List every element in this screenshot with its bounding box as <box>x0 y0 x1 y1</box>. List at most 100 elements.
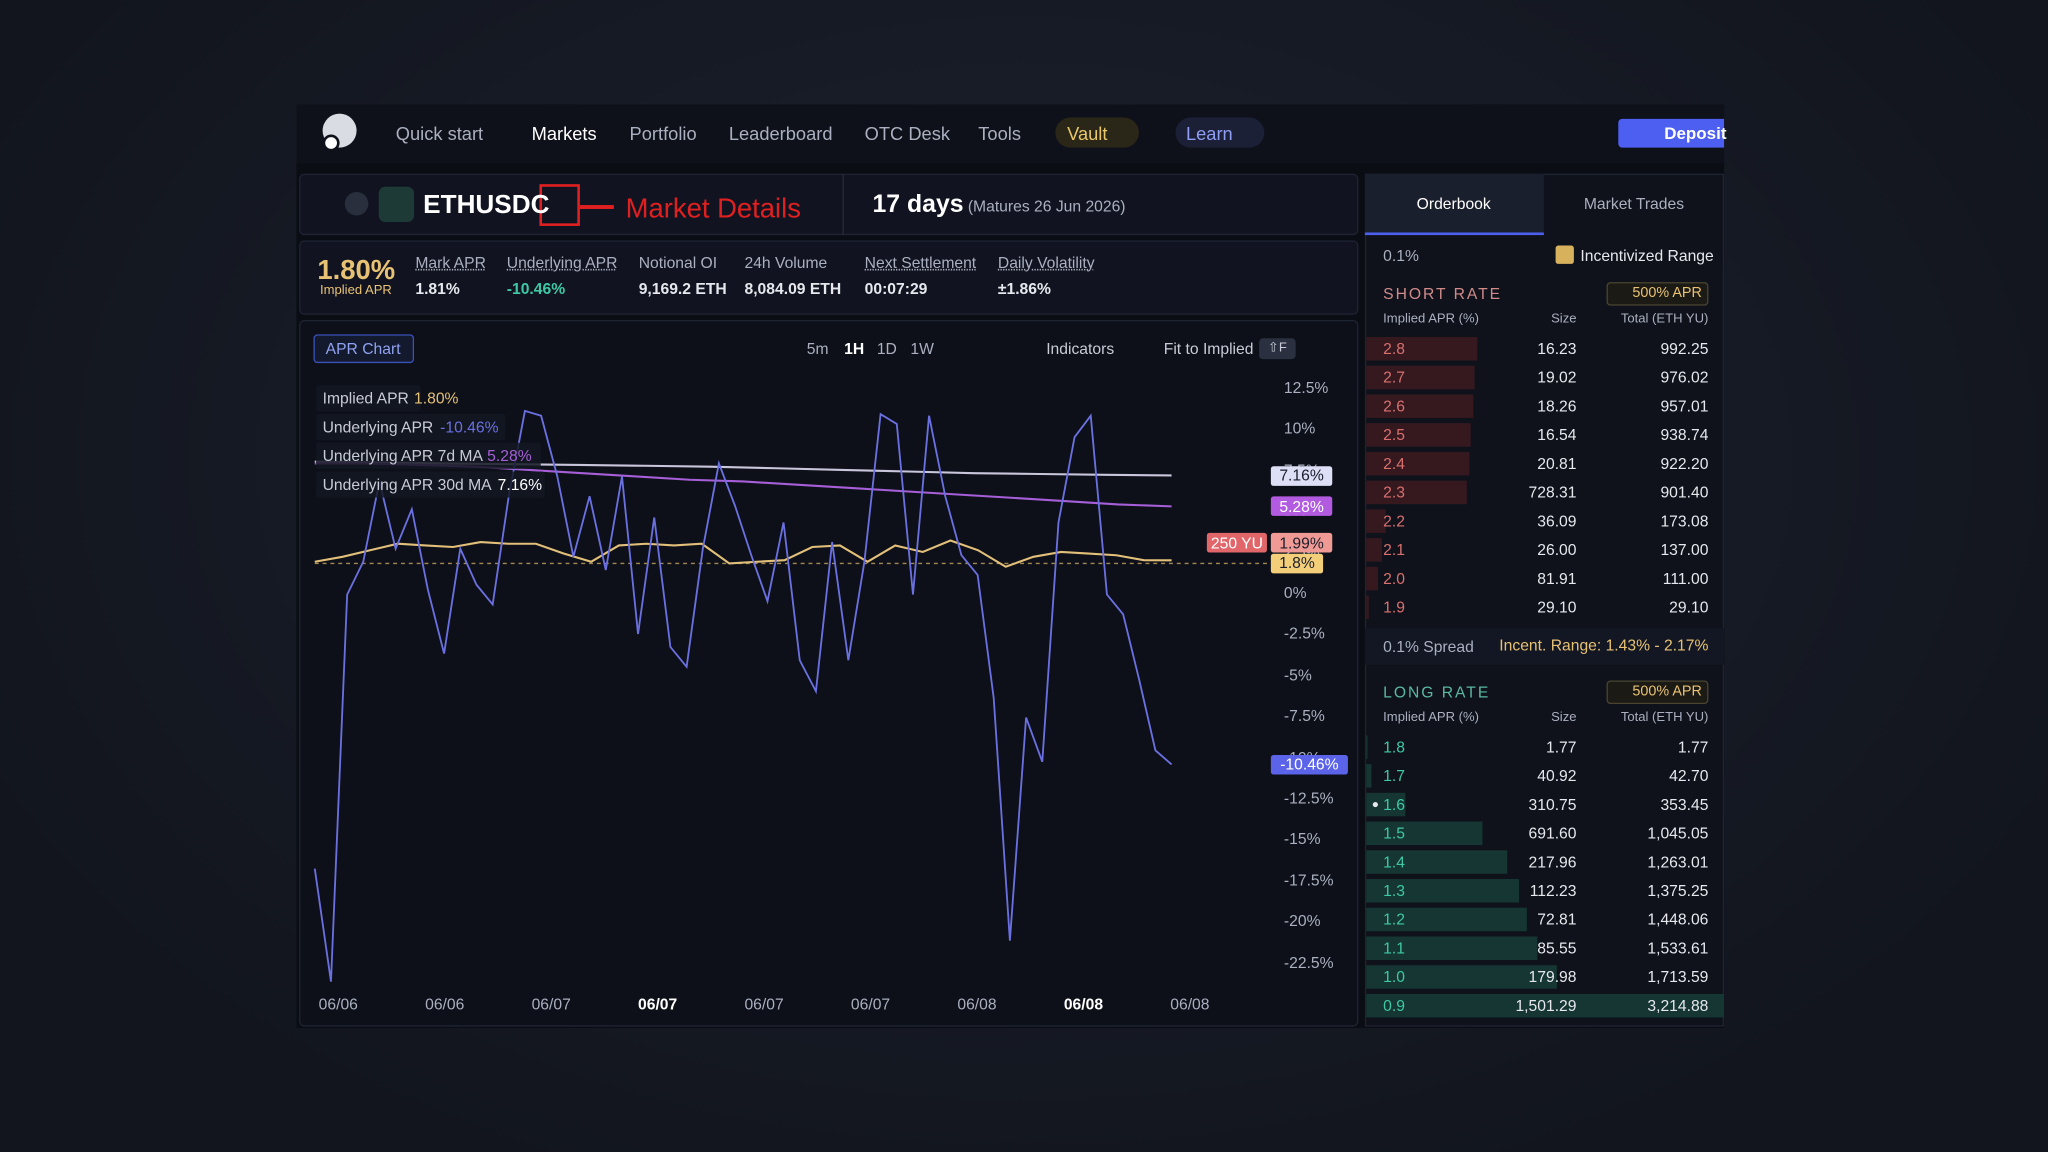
depth-bar <box>1366 394 1473 418</box>
rate: 2.2 <box>1383 511 1405 531</box>
depth-bar <box>1366 993 1725 1018</box>
tab[interactable]: Orderbook <box>1416 194 1491 213</box>
rate: 1.1 <box>1383 939 1405 958</box>
nav-item[interactable]: Quick start <box>395 122 484 144</box>
implied-apr: 1.80% <box>317 255 396 286</box>
total: 922.20 <box>1660 454 1709 473</box>
depth-bar <box>1366 480 1467 505</box>
side-title: LONG RATE <box>1383 683 1491 702</box>
tick-size[interactable]: 0.1% <box>1383 246 1419 266</box>
depth-bar <box>1366 850 1507 874</box>
column-header: Total (ETH YU) <box>1620 710 1709 725</box>
series-line <box>314 539 1172 568</box>
divider <box>842 173 844 236</box>
x-tick-label: 06/06 <box>425 995 465 1014</box>
indicators-button[interactable]: Indicators <box>1046 339 1115 358</box>
depth-bar <box>1366 538 1382 562</box>
y-tick-label: 10% <box>1283 419 1316 439</box>
y-tick-label: -17.5% <box>1283 870 1334 890</box>
column-header: Implied APR (%) <box>1383 710 1479 725</box>
legend-row <box>316 414 506 441</box>
vault-pill[interactable] <box>1055 117 1139 148</box>
spread-divider <box>1364 628 1725 665</box>
size: 1,501.29 <box>1515 996 1577 1015</box>
size: 72.81 <box>1537 910 1577 929</box>
interval-button[interactable]: 1D <box>876 339 897 358</box>
size: 16.54 <box>1537 425 1577 445</box>
size: 1.77 <box>1545 737 1577 757</box>
size: 310.75 <box>1528 795 1577 814</box>
apr-chart-button[interactable] <box>313 334 415 364</box>
interval-button[interactable]: 1W <box>910 339 934 358</box>
depth-bar <box>1366 907 1528 932</box>
stat-value: 00:07:29 <box>864 279 928 298</box>
nav-item[interactable]: Markets <box>531 122 597 144</box>
total: 29.10 <box>1669 598 1709 617</box>
market-panel <box>299 173 1359 236</box>
legend-value: 5.28% <box>487 446 532 465</box>
size: 40.92 <box>1537 766 1577 785</box>
nav-item[interactable]: Learn <box>1185 122 1233 144</box>
price-badge-text: 5.28% <box>1279 497 1324 516</box>
rate: 1.0 <box>1383 967 1405 987</box>
size: 728.31 <box>1528 483 1577 502</box>
size: 26.00 <box>1537 540 1577 560</box>
deposit-button[interactable] <box>1618 118 1725 148</box>
stat-value: 8,084.09 ETH <box>744 279 842 298</box>
incentivized-toggle[interactable]: Incentivized Range <box>1580 246 1714 266</box>
legend-name: Underlying APR 30d MA <box>322 475 492 494</box>
x-tick-label: 06/08 <box>1170 995 1210 1014</box>
rate: 1.8 <box>1383 737 1405 757</box>
total: 1,448.06 <box>1647 910 1709 929</box>
learn-pill[interactable] <box>1175 117 1265 148</box>
y-tick-label: -5% <box>1283 665 1312 685</box>
spread: 0.1% Spread <box>1383 637 1474 656</box>
size-badge-text: 250 YU <box>1210 534 1263 553</box>
y-tick-label: -7.5% <box>1283 706 1325 726</box>
depth-bar <box>1366 879 1520 903</box>
price-badge <box>1270 496 1333 517</box>
depth-bar <box>1366 423 1471 447</box>
x-tick-label: 06/07 <box>744 995 784 1014</box>
price-badge <box>1270 553 1324 574</box>
stat-label: Next Settlement <box>864 253 977 272</box>
nav-bar <box>296 104 1725 164</box>
interval-button[interactable]: 5m <box>806 339 829 358</box>
nav-item[interactable]: Portfolio <box>629 122 697 144</box>
legend-row <box>316 471 545 498</box>
total: 1,263.01 <box>1647 852 1709 872</box>
active-tab <box>1364 173 1544 236</box>
size: 36.09 <box>1537 511 1577 531</box>
column-header: Implied APR (%) <box>1383 312 1479 327</box>
rate: 2.1 <box>1383 540 1405 560</box>
nav-item[interactable]: Tools <box>978 122 1021 144</box>
interval-button[interactable]: 1H <box>844 339 865 358</box>
stat-value: 9,169.2 ETH <box>638 279 727 298</box>
depth-bar <box>1366 792 1406 817</box>
price-badge-text: 7.16% <box>1279 466 1324 485</box>
nav-item[interactable]: Vault <box>1067 122 1108 144</box>
legend-row <box>316 442 541 469</box>
size: 691.60 <box>1528 824 1577 843</box>
checkbox[interactable] <box>1555 245 1574 264</box>
apr-badge <box>1606 282 1709 306</box>
fit-button[interactable]: Fit to Implied <box>1163 339 1254 358</box>
rate: 1.2 <box>1383 910 1405 929</box>
apr-chart-label[interactable]: APR Chart <box>325 339 401 358</box>
stat-label: Underlying APR <box>506 253 618 272</box>
y-tick-label: -12.5% <box>1283 788 1334 808</box>
tab[interactable]: Market Trades <box>1583 194 1685 213</box>
stats-panel <box>299 240 1359 315</box>
size: 179.98 <box>1528 967 1577 987</box>
y-tick-label: -15% <box>1283 829 1321 849</box>
total: 1,713.59 <box>1647 967 1709 987</box>
pair-icon <box>378 186 415 223</box>
size: 29.10 <box>1537 598 1577 617</box>
nav-item[interactable]: Leaderboard <box>728 122 833 144</box>
depth-bar <box>1366 365 1475 390</box>
total: 42.70 <box>1669 766 1709 785</box>
deposit-label[interactable]: Deposit <box>1664 123 1727 144</box>
nav-item[interactable]: OTC Desk <box>864 122 950 144</box>
y-tick-label: -22.5% <box>1283 952 1334 972</box>
rate: 2.0 <box>1383 569 1405 588</box>
